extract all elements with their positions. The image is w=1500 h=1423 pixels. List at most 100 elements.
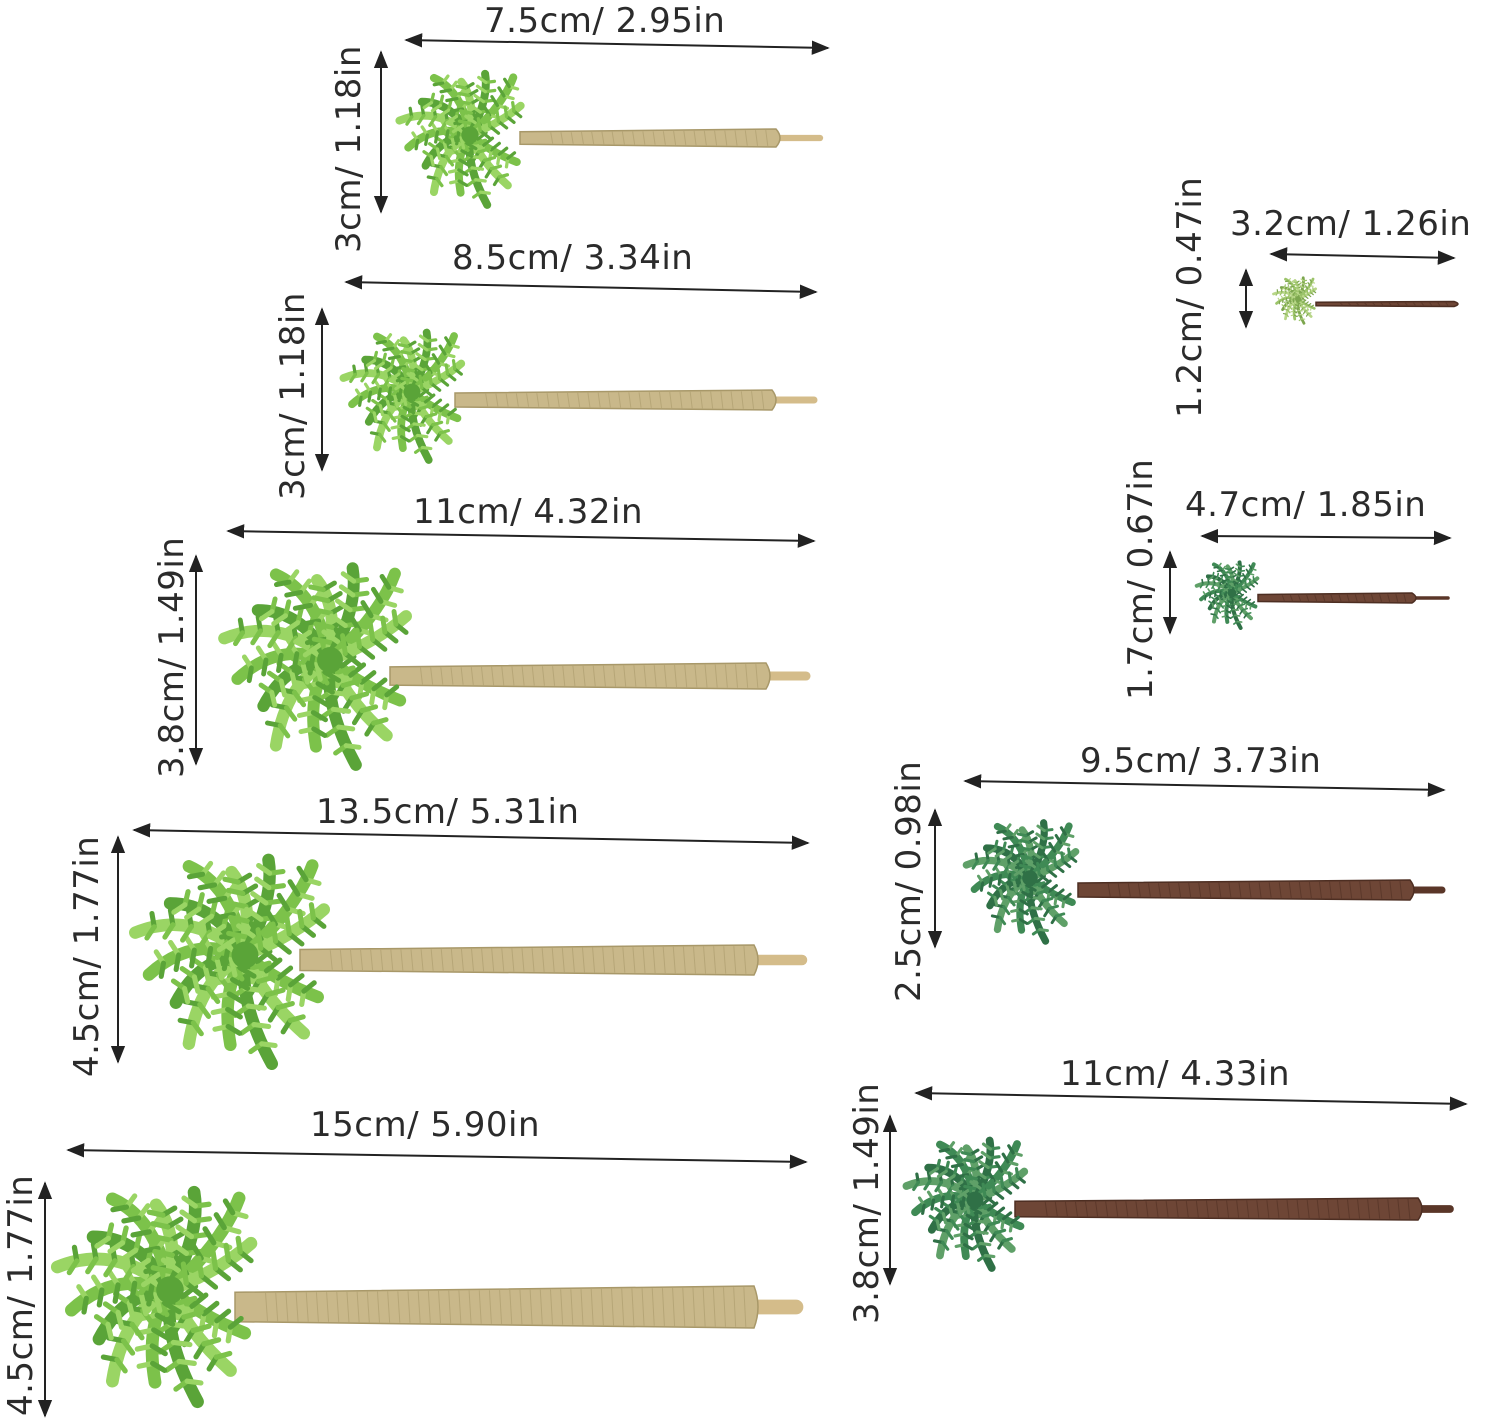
frond-leaflet: [1054, 888, 1065, 897]
trunk-ring: [703, 130, 707, 146]
frond-leaflet: [1281, 287, 1286, 291]
trunk-ring: [607, 392, 611, 408]
trunk-ring: [458, 1290, 462, 1324]
width-arrow-t6: [1269, 247, 1456, 265]
frond-leaflet: [190, 1323, 212, 1334]
trunk-ring: [295, 1292, 299, 1322]
frond-leaflet: [284, 589, 304, 598]
palm-tree-t7: [1194, 560, 1450, 630]
frond-leaflet: [321, 629, 342, 645]
trunk-ring: [613, 665, 617, 687]
frond-leaflet: [245, 1003, 267, 1011]
height-label-t1: 3cm/ 1.18in: [329, 45, 369, 253]
trunk-ring: [713, 946, 717, 974]
frond-leaflet: [1306, 290, 1309, 295]
width-arrow-t1: [404, 33, 830, 55]
frond-leaflet: [1302, 306, 1308, 309]
frond-leaflet: [313, 607, 334, 616]
frond-leaflet: [1214, 590, 1217, 598]
frond-leaflet: [912, 1180, 920, 1191]
frond-leaflet: [994, 1206, 1006, 1217]
trunk-ring: [376, 1291, 380, 1323]
trunk-ring: [699, 391, 703, 409]
trunk-ring: [1399, 881, 1403, 899]
trunk-ring: [723, 946, 727, 974]
frond-leaflet: [1211, 583, 1216, 590]
crown-center: [403, 383, 421, 401]
frond-leaflet: [282, 620, 301, 634]
trunk-ring: [734, 130, 738, 146]
trunk-ring: [1178, 883, 1182, 897]
frond-leaflet: [291, 651, 300, 673]
frond-leaflet: [1020, 877, 1026, 892]
frond-leaflet: [1224, 590, 1228, 599]
trunk-ring: [560, 1289, 564, 1325]
frond-leaflet: [1293, 307, 1299, 311]
frond-leaflet: [1235, 584, 1238, 592]
trunk-ring: [572, 665, 576, 687]
frond-leaflet: [152, 1248, 176, 1258]
frond-leaflet: [312, 694, 331, 708]
frond-leaflet: [1054, 864, 1065, 874]
trunk-ring: [448, 1290, 452, 1324]
trunk-ring: [643, 665, 647, 687]
frond-leaflet: [96, 1287, 105, 1308]
frond-leaflet: [229, 976, 251, 991]
height-label-t8: 2.5cm/ 0.98in: [889, 760, 929, 1002]
frond-leaflet: [497, 146, 509, 156]
frond-leaflet: [196, 1255, 205, 1279]
frond-leaflet: [248, 960, 272, 971]
frond-leaflet: [235, 1235, 243, 1255]
trunk-ring: [1117, 883, 1121, 897]
frond-leaflet: [210, 1249, 219, 1271]
trunk-ring: [622, 947, 626, 973]
frond-leaflet: [159, 1299, 182, 1315]
frond-leaflet: [198, 1273, 219, 1290]
frond-leaflet: [1205, 582, 1210, 589]
trunk-ring: [1278, 882, 1282, 898]
frond-leaflet: [1047, 884, 1058, 893]
frond-leaflet: [1001, 1152, 1010, 1164]
trunk-ring: [580, 1289, 584, 1325]
frond-leaflet: [978, 1160, 990, 1170]
trunk-ring: [1362, 594, 1366, 602]
trunk-ring: [1413, 302, 1416, 306]
frond-leaflet: [476, 117, 482, 133]
frond-leaflet: [400, 414, 413, 423]
frond-leaflet: [1012, 879, 1018, 893]
frond-leaflet: [133, 1231, 143, 1253]
frond-leaflet: [1222, 594, 1226, 602]
frond-leaflet: [1021, 890, 1033, 899]
frond-leaflet: [1248, 578, 1252, 585]
trunk-ring: [1208, 882, 1212, 898]
frond-leaflet: [340, 633, 348, 656]
trunk-ring: [478, 1290, 482, 1324]
frond-leaflet: [960, 1151, 973, 1156]
trunk-ring: [1314, 594, 1318, 602]
frond-leaflet: [359, 670, 377, 685]
frond-leaflet: [1289, 305, 1293, 310]
frond-leaflet: [1033, 916, 1046, 921]
frond-leaflet: [936, 1169, 948, 1179]
frond-leaflet: [489, 164, 503, 171]
trunk-ring: [546, 393, 550, 407]
width-arrow-t3: [226, 524, 816, 548]
frond-leaflet: [149, 1343, 168, 1357]
trunk-ring: [400, 949, 404, 971]
frond-leaflet: [414, 395, 429, 402]
frond-leaflet: [1287, 289, 1292, 293]
frond-leaflet: [1275, 292, 1279, 296]
trunk-ring: [751, 391, 755, 409]
frond-leaflet: [1310, 304, 1315, 308]
trunk-ring: [1135, 1201, 1139, 1217]
trunk-ring: [380, 949, 384, 971]
frond-leaflet: [1041, 896, 1054, 903]
frond-leaflet: [1219, 602, 1225, 609]
frond-leaflet: [1282, 298, 1284, 303]
frond-leaflet: [478, 129, 492, 140]
frond-leaflet: [1278, 300, 1281, 305]
trunk-ring: [590, 1288, 594, 1326]
frond-leaflet: [357, 644, 376, 660]
width-arrow-t7: [1200, 528, 1452, 546]
trunk-ring: [1437, 302, 1441, 306]
